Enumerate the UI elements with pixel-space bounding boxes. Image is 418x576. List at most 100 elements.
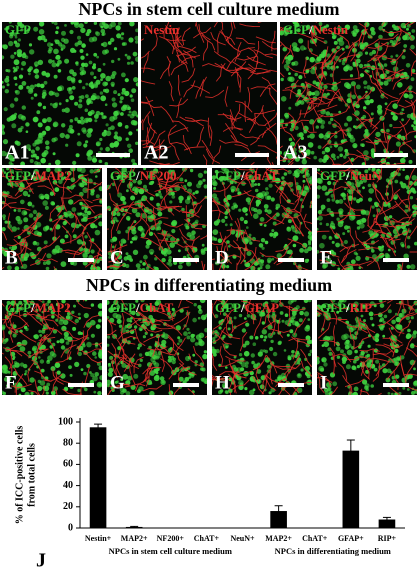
- cell: [108, 256, 111, 259]
- cell: [36, 110, 41, 115]
- cell: [338, 40, 345, 46]
- cell: [27, 201, 33, 207]
- cell: [130, 195, 136, 201]
- fiber: [317, 230, 330, 233]
- cell: [257, 183, 261, 186]
- fiber: [202, 40, 209, 61]
- fiber: [377, 57, 386, 78]
- cell: [263, 224, 267, 227]
- fiber: [349, 227, 356, 248]
- fiber: [270, 328, 291, 333]
- cell: [33, 168, 39, 175]
- cell: [225, 366, 228, 369]
- cell: [309, 119, 315, 125]
- cell: [19, 346, 26, 352]
- cell: [24, 391, 30, 395]
- cell: [218, 363, 222, 367]
- cell: [390, 55, 394, 58]
- cell: [126, 317, 131, 323]
- cell: [405, 175, 410, 179]
- cell: [68, 87, 72, 91]
- cell: [270, 197, 275, 202]
- cell: [203, 170, 207, 174]
- fiber: [339, 54, 360, 61]
- cell: [337, 301, 342, 305]
- cell: [413, 125, 416, 131]
- cell: [60, 373, 66, 379]
- cell: [34, 64, 38, 68]
- fiber: [183, 146, 205, 151]
- cell: [109, 355, 114, 360]
- fiber: [387, 385, 401, 395]
- fiber: [223, 201, 233, 221]
- cell: [3, 171, 7, 174]
- cell: [127, 375, 133, 381]
- fiber: [183, 80, 196, 98]
- fiber: [83, 348, 102, 355]
- cell: [300, 136, 304, 140]
- cell: [289, 30, 293, 34]
- fiber: [181, 68, 196, 83]
- fiber: [331, 123, 345, 139]
- fiber: [278, 300, 298, 311]
- fiber: [408, 301, 417, 314]
- cell: [42, 105, 47, 110]
- cell: [326, 92, 330, 96]
- cell: [178, 376, 184, 382]
- y-tick-label: 20: [63, 501, 73, 512]
- cell: [319, 242, 325, 249]
- fiber: [145, 127, 150, 148]
- fiber: [212, 352, 218, 371]
- cell: [81, 212, 85, 217]
- fiber: [396, 85, 410, 104]
- cell: [55, 56, 58, 60]
- cell: [265, 195, 270, 201]
- cell: [68, 213, 75, 219]
- fiber: [127, 318, 147, 328]
- cell: [58, 42, 63, 47]
- cell: [69, 119, 74, 123]
- fiber: [343, 263, 364, 269]
- cell: [84, 235, 88, 239]
- cell: [102, 32, 106, 36]
- cell: [298, 132, 304, 138]
- fiber: [169, 98, 189, 107]
- label-part: GFAP: [245, 300, 279, 315]
- fiber: [43, 334, 56, 353]
- fiber: [5, 344, 26, 351]
- cell: [113, 90, 118, 95]
- fiber: [187, 388, 195, 395]
- cell: [3, 251, 9, 256]
- cell: [29, 49, 35, 55]
- fiber: [3, 193, 23, 199]
- cell: [15, 215, 21, 222]
- cell: [338, 29, 342, 33]
- fiber: [2, 202, 17, 210]
- cell: [302, 179, 306, 183]
- fiber: [317, 104, 338, 112]
- fiber: [335, 232, 349, 250]
- fiber: [92, 342, 102, 345]
- cell: [411, 29, 416, 33]
- cell: [322, 52, 326, 56]
- fiber: [380, 236, 401, 241]
- fiber: [215, 300, 224, 303]
- cell: [116, 212, 121, 217]
- cell: [104, 103, 108, 106]
- cell: [4, 89, 9, 94]
- cell: [221, 218, 226, 223]
- cell: [354, 308, 359, 313]
- cell: [213, 237, 218, 241]
- fiber: [367, 224, 387, 235]
- fiber: [43, 235, 61, 249]
- cell: [353, 367, 357, 371]
- fiber: [236, 262, 238, 270]
- cell: [116, 380, 119, 383]
- cell: [98, 310, 102, 317]
- cell: [361, 304, 367, 310]
- cell: [32, 116, 39, 123]
- fiber: [291, 336, 311, 346]
- fiber: [226, 53, 241, 71]
- cell: [2, 227, 6, 232]
